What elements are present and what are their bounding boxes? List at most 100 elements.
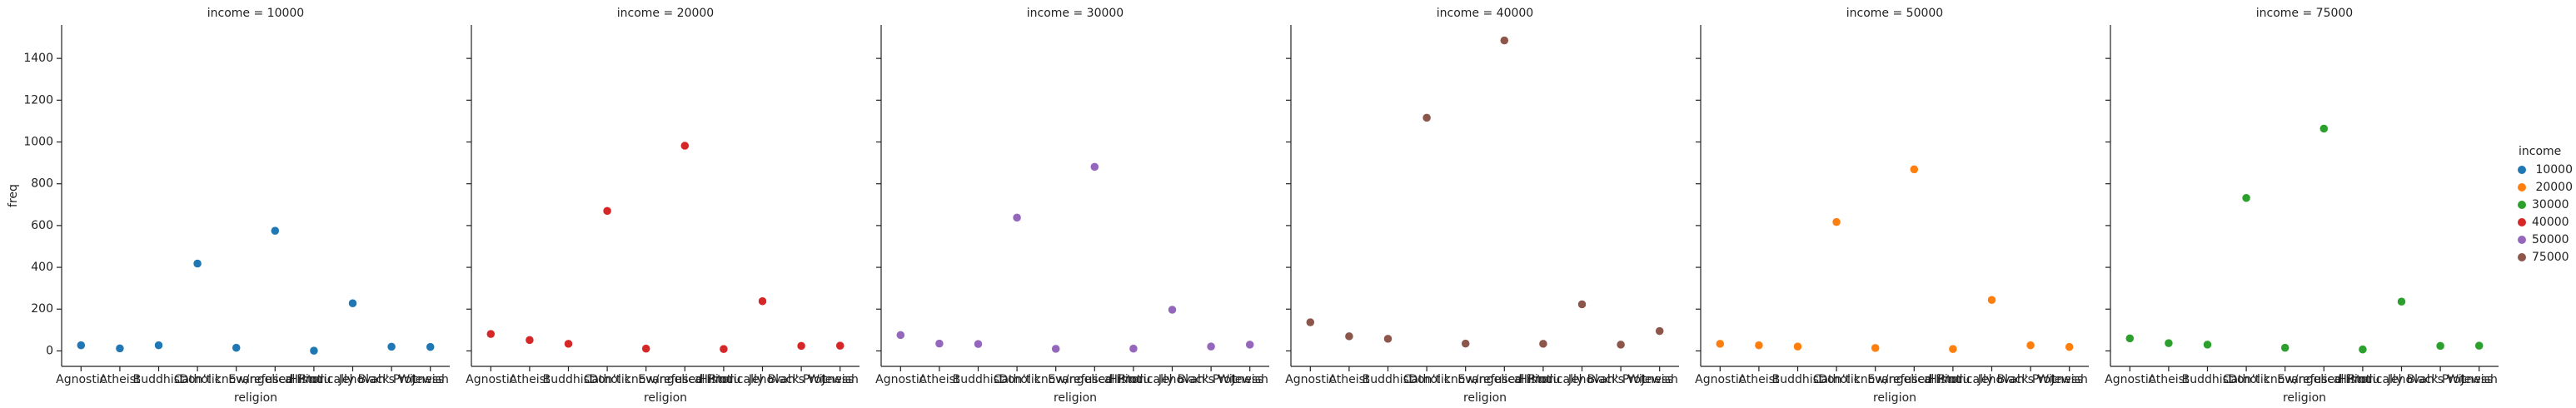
x-tick-label: Historically Black Prot [1928,373,2055,386]
x-tick-label: Historically Black Prot [2338,373,2465,386]
x-tick-label: Evangelical Prot [228,373,322,386]
panel-title: income = 20000 [617,7,714,20]
x-tick-label: Jehovah's Witness [1567,373,1674,386]
x-axis-label: religion [1463,391,1507,405]
point [1538,339,1548,349]
x-tick-label: Jehovah's Witness [338,373,445,386]
legend-marker [2518,201,2526,209]
y-tick-label: 1000 [23,136,53,149]
point [2397,296,2406,306]
x-tick-label: Jehovah's Witness [1977,373,2084,386]
point [2435,341,2445,351]
x-tick-label: Buddhist [1772,373,1824,386]
x-tick-label: Atheist [1328,373,1369,386]
point [192,259,202,268]
point [1245,340,1254,350]
y-tick-label: 800 [31,177,53,191]
x-axis-label: religion [1054,391,1097,405]
x-tick-label: Jehovah's Witness [748,373,855,386]
legend-marker [2518,183,2526,192]
x-tick-label: Catholic [174,373,222,386]
point [1129,344,1139,353]
point [2280,343,2290,352]
x-tick-label: Jewish [2050,373,2088,386]
point [77,341,86,350]
legend-label: 40000 [2532,216,2569,229]
x-tick-label: Buddhist [1363,373,1414,386]
x-tick-label: Evangelical Prot [1457,373,1552,386]
point [1461,339,1470,348]
x-tick-label: Hindu [1116,373,1150,386]
point [1577,300,1587,309]
point [486,329,496,339]
x-tick-label: Atheist [99,373,140,386]
point [1012,213,1022,222]
point [1871,343,1880,353]
x-tick-label: Don’t know/refused [2228,373,2342,386]
x-tick-label: Catholic [584,373,631,386]
x-tick-label: Agnostic [1285,373,1335,386]
point [602,206,612,216]
point [564,339,573,349]
panel-title: income = 10000 [207,7,304,20]
point [309,346,319,356]
x-tick-label: Hindu [296,373,331,386]
point [2358,345,2368,354]
x-tick-label: Evangelical Prot [1048,373,1142,386]
point [525,336,535,345]
point [719,344,729,354]
x-tick-label: Atheist [1738,373,1779,386]
point [232,343,241,352]
panel-title: income = 50000 [1846,7,1943,20]
x-tick-label: Agnostic [466,373,516,386]
legend-title: income [2519,145,2561,158]
point [1306,317,1315,327]
x-tick-label: Agnostic [875,373,925,386]
legend-marker [2518,253,2526,261]
x-tick-label: Buddhist [543,373,595,386]
point [2474,341,2484,351]
x-tick-label: Don’t know/refused [999,373,1113,386]
x-tick-label: Jewish [2460,373,2498,386]
point [1831,217,1841,226]
x-tick-label: Atheist [2148,373,2189,386]
point [1754,341,1764,350]
point [1090,162,1099,172]
x-tick-label: Jehovah's Witness [2387,373,2494,386]
point [2125,334,2135,343]
x-tick-label: Agnostic [2105,373,2155,386]
x-tick-label: Catholic [1403,373,1451,386]
x-tick-label: Hindu [1526,373,1560,386]
x-tick-label: Agnostic [56,373,106,386]
x-axis-label: religion [644,391,687,405]
x-tick-label: Evangelical Prot [638,373,732,386]
x-tick-label: Atheist [509,373,550,386]
x-tick-label: Hindu [2345,373,2379,386]
point [1655,326,1664,336]
point [974,339,983,349]
x-tick-label: Buddhist [953,373,1004,386]
point [386,342,396,351]
panel-title: income = 40000 [1437,7,1533,20]
point [2203,340,2212,350]
y-tick-label: 0 [46,344,53,357]
point [835,341,845,351]
point [1168,305,1177,315]
x-tick-label: Jewish [411,373,449,386]
x-tick-label: Hindu [706,373,740,386]
x-tick-label: Historically Black Prot [699,373,826,386]
x-tick-label: Atheist [919,373,959,386]
x-tick-label: Catholic [2223,373,2270,386]
x-tick-label: Hindu [1936,373,1970,386]
point [1987,295,1996,305]
x-tick-label: Jewish [821,373,859,386]
point [1948,344,1958,354]
y-tick-label: 1400 [23,52,53,65]
x-tick-label: Buddhist [133,373,185,386]
legend-marker [2518,218,2526,226]
x-tick-label: Evangelical Prot [2277,373,2371,386]
point [896,331,905,340]
y-tick-label: 400 [31,261,53,274]
x-tick-label: Agnostic [1695,373,1745,386]
